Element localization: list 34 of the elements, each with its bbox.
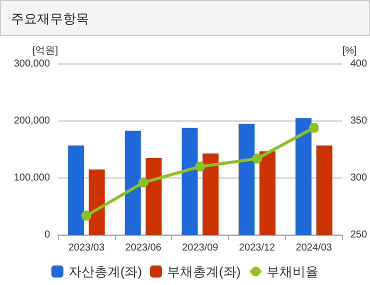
bar [295,118,312,235]
legend-label: 부채총계(좌) [167,264,241,279]
y2-tick-label: 300 [350,172,368,184]
bar [124,130,141,235]
y-axis-title: [억원] [32,46,58,56]
bar [259,151,276,235]
bar [68,146,84,235]
y-tick-label: 200,000 [14,116,50,126]
point [195,162,206,172]
legend-label: 자산총계(좌) [68,264,142,279]
y-tick-label: 300,000 [14,58,50,70]
point [138,178,148,188]
y-tick-label: 0 [44,230,50,240]
bar [238,124,255,235]
y2-tick-label: 250 [350,230,368,240]
x-tick-label: 2024/03 [296,242,332,254]
y-tick-label: 100,000 [14,172,50,184]
x-tick-label: 2023/06 [125,242,162,254]
point [81,210,92,221]
point [308,122,319,133]
bar [316,146,332,235]
bar [88,169,105,235]
bar [182,128,198,235]
x-tick-label: 2023/03 [68,242,105,254]
point [252,154,262,164]
legend-label: 부채비율 [266,264,319,279]
chart-title: 주요재무항목 [0,0,370,36]
bar [202,153,219,235]
y2-tick-label: 400 [350,58,368,70]
y2-axis-title: [%] [342,46,357,56]
y2-tick-label: 350 [350,116,368,126]
bar [146,158,162,235]
x-tick-label: 2023/12 [238,242,276,254]
x-tick-label: 2023/09 [182,242,219,254]
